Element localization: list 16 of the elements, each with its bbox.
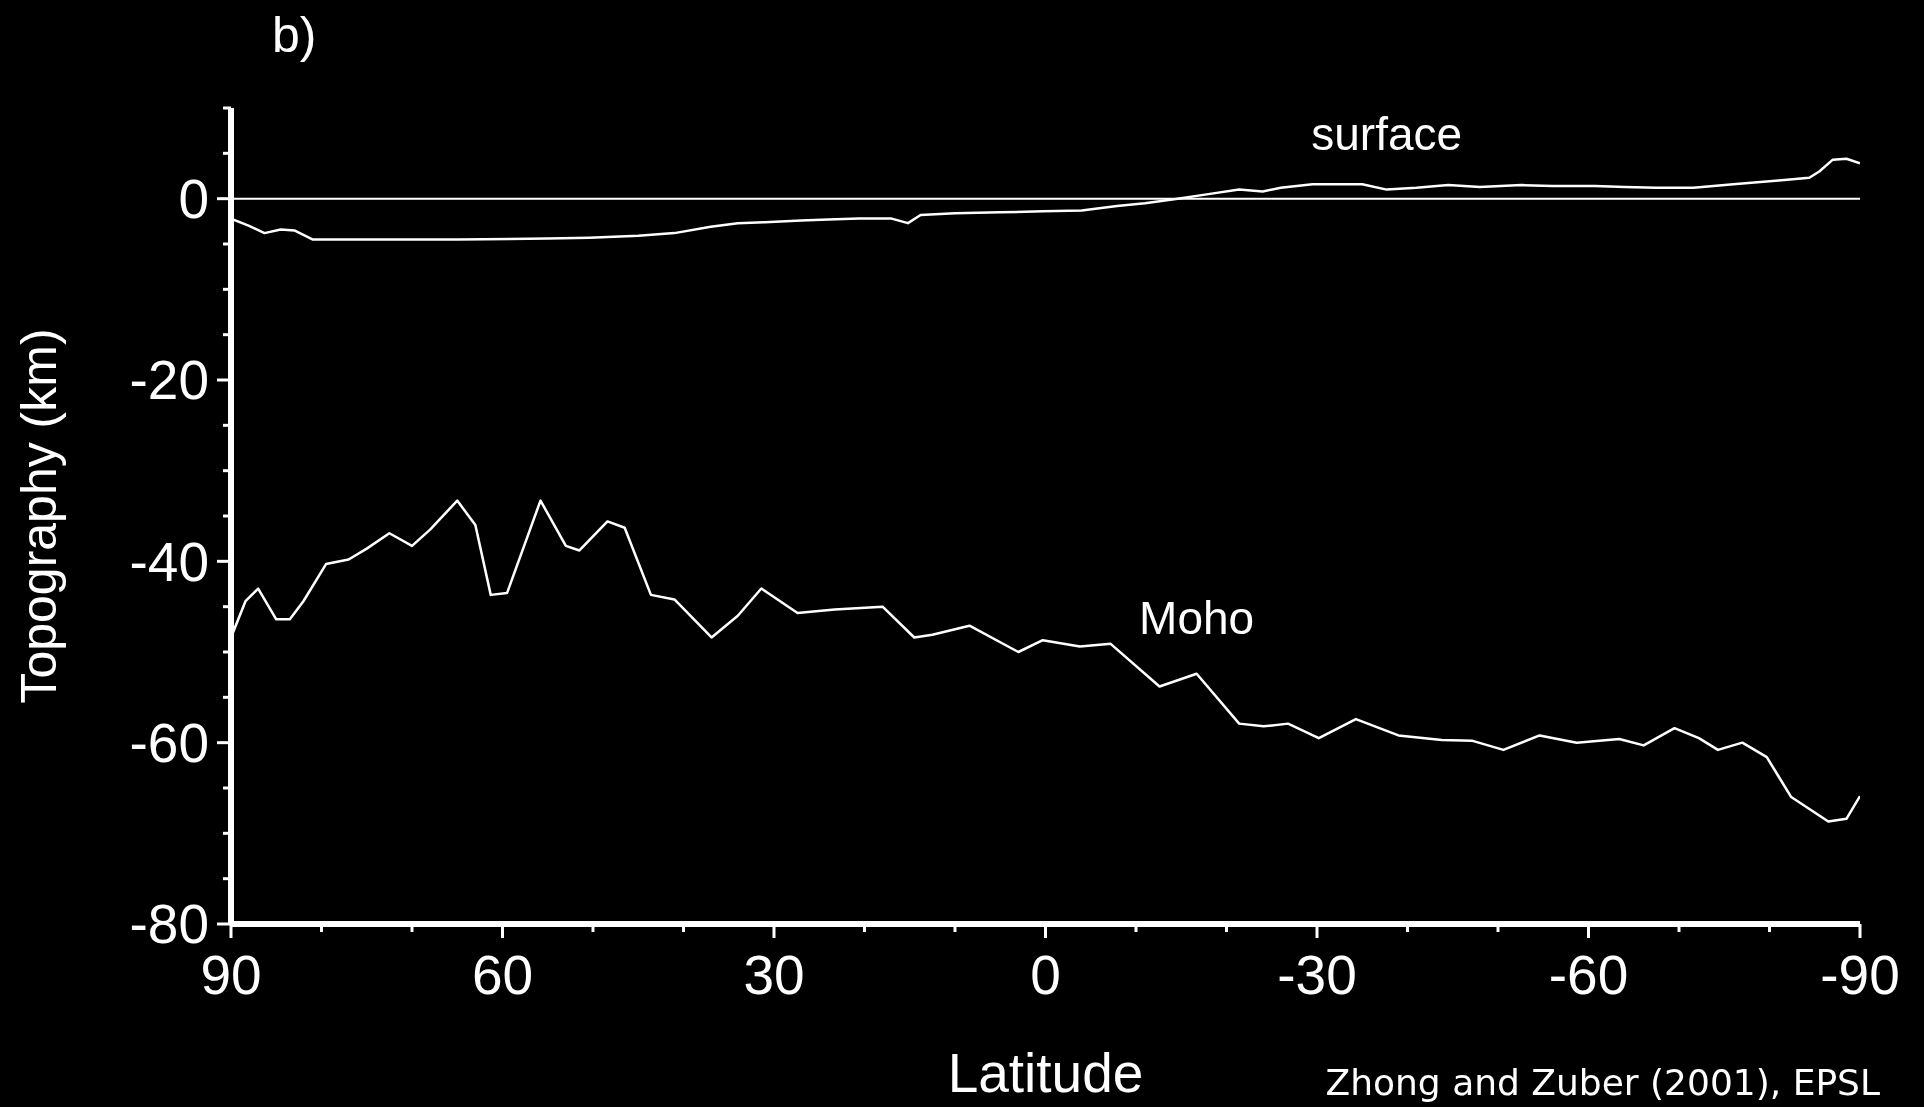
y-tick-label: -20 bbox=[129, 349, 209, 412]
x-tick-label: -30 bbox=[1277, 944, 1357, 1006]
x-tick-label: 0 bbox=[1030, 944, 1061, 1006]
y-tick-label: 0 bbox=[178, 167, 209, 230]
x-tick-label: -60 bbox=[1548, 944, 1629, 1006]
x-tick-label: -90 bbox=[1820, 944, 1900, 1006]
y-tick-label: -60 bbox=[129, 711, 209, 774]
y-tick-label: -40 bbox=[129, 530, 209, 593]
x-axis-title: Latitude bbox=[947, 1042, 1144, 1104]
series-label: surface bbox=[1311, 107, 1463, 160]
x-tick-label: 60 bbox=[471, 944, 534, 1006]
x-tick-label: 30 bbox=[743, 944, 805, 1006]
text: Zhong and Zuber (2001), EPSL bbox=[1325, 1062, 1880, 1103]
y-axis-title: Topography (km) bbox=[11, 328, 67, 704]
chart-title: b) bbox=[272, 7, 317, 63]
series-label: Moho bbox=[1139, 591, 1255, 644]
